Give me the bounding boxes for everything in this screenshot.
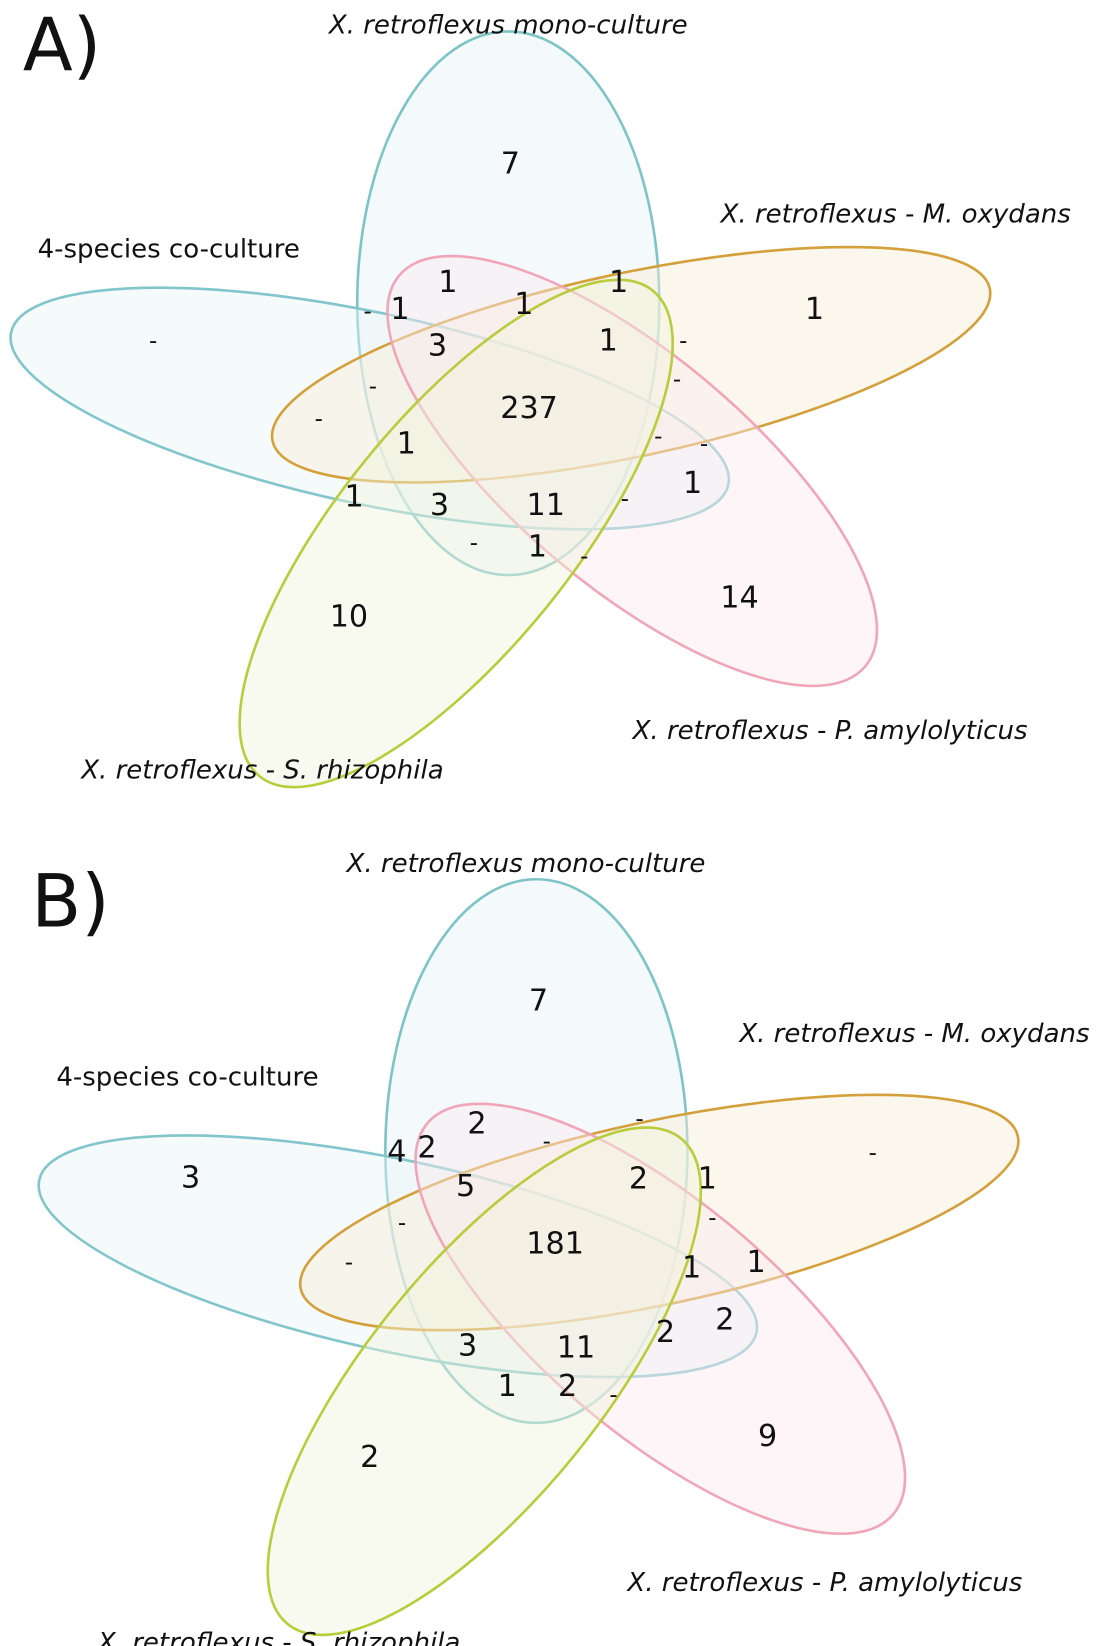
region-count: 1 — [747, 1245, 766, 1280]
region-count: 1 — [345, 480, 364, 515]
region-count: 2 — [715, 1302, 734, 1337]
set-ellipse — [238, 278, 675, 789]
region-count: 1 — [528, 530, 547, 565]
region-count: - — [673, 367, 681, 393]
venn-panel: B) X. retroflexus mono-culture 4-species c… — [31, 849, 1090, 1646]
set-ellipse — [414, 1102, 907, 1536]
set-label: X. retroflexus - S. rhizophila — [96, 1628, 461, 1646]
region-count: - — [869, 1141, 877, 1167]
region-count: 1 — [397, 426, 416, 461]
region-count: - — [635, 1106, 643, 1132]
set-ellipse — [355, 30, 661, 577]
region-count: 11 — [527, 488, 565, 523]
set-label: X. retroflexus - M. oxydans — [719, 199, 1072, 229]
region-count: - — [679, 328, 687, 354]
region-count: 10 — [330, 599, 368, 634]
region-count: - — [315, 406, 323, 432]
region-count: 5 — [456, 1169, 475, 1204]
region-count: 2 — [656, 1315, 675, 1350]
region-count: 2 — [629, 1162, 648, 1197]
region-count: 3 — [458, 1328, 477, 1363]
region-count: 3 — [428, 329, 447, 364]
region-count: 1 — [805, 292, 824, 327]
set-label: X. retroflexus - M. oxydans — [737, 1019, 1090, 1049]
region-count: 2 — [417, 1130, 436, 1165]
region-count: 11 — [557, 1330, 595, 1365]
region-count: - — [609, 1382, 617, 1408]
set-ellipses — [37, 877, 1020, 1637]
region-count: - — [364, 299, 372, 325]
set-label: 4-species co-culture — [38, 235, 300, 265]
region-count: 14 — [720, 581, 758, 616]
region-count: - — [369, 374, 377, 400]
region-count: 1 — [609, 265, 628, 300]
set-ellipse — [266, 1126, 703, 1637]
region-count: - — [149, 328, 157, 354]
region-count: 1 — [390, 292, 409, 327]
set-ellipse — [37, 1134, 759, 1379]
region-count: 1 — [438, 265, 457, 300]
set-ellipse — [386, 254, 879, 688]
region-count: - — [398, 1210, 406, 1236]
region-count: 1 — [698, 1162, 717, 1197]
region-count: 1 — [498, 1369, 517, 1404]
region-count: 9 — [758, 1419, 777, 1454]
set-ellipse — [384, 877, 689, 1425]
region-count: 1 — [682, 1250, 701, 1285]
region-count: 4 — [387, 1135, 406, 1170]
set-label: 4-species co-culture — [56, 1063, 318, 1093]
set-label: X. retroflexus - S. rhizophila — [79, 755, 444, 785]
set-label: X. retroflexus - P. amylolyticus — [631, 716, 1028, 746]
region-count: 181 — [526, 1226, 584, 1261]
panel-label: B) — [31, 859, 109, 944]
region-count: - — [543, 1129, 551, 1155]
region-count: 1 — [514, 287, 533, 322]
set-label: X. retroflexus - P. amylolyticus — [625, 1568, 1022, 1598]
set-ellipse — [270, 245, 992, 484]
region-count: - — [621, 487, 629, 513]
region-count: - — [470, 530, 478, 556]
region-count: 237 — [500, 391, 558, 426]
region-count: - — [708, 1205, 716, 1231]
set-label: X. retroflexus mono-culture — [345, 849, 706, 879]
panel-label: A) — [23, 3, 101, 88]
region-count: 3 — [181, 1161, 200, 1196]
region-count: - — [580, 544, 588, 570]
region-count: 1 — [683, 466, 702, 501]
region-count: 7 — [501, 146, 520, 181]
set-ellipse — [9, 286, 731, 531]
venn-panel: A) X. retroflexus mono-culture 4-species c… — [9, 3, 1072, 789]
set-ellipses — [9, 30, 992, 789]
region-count: 1 — [599, 323, 618, 358]
region-count: - — [654, 424, 662, 450]
set-ellipse — [298, 1093, 1020, 1332]
region-count: 2 — [558, 1369, 577, 1404]
set-label: X. retroflexus mono-culture — [327, 11, 688, 41]
region-count: 3 — [430, 488, 449, 523]
region-count: 7 — [529, 984, 548, 1019]
region-count: - — [700, 431, 708, 457]
region-count: - — [345, 1250, 353, 1276]
region-count: 2 — [467, 1107, 486, 1142]
region-count: 2 — [360, 1440, 379, 1475]
